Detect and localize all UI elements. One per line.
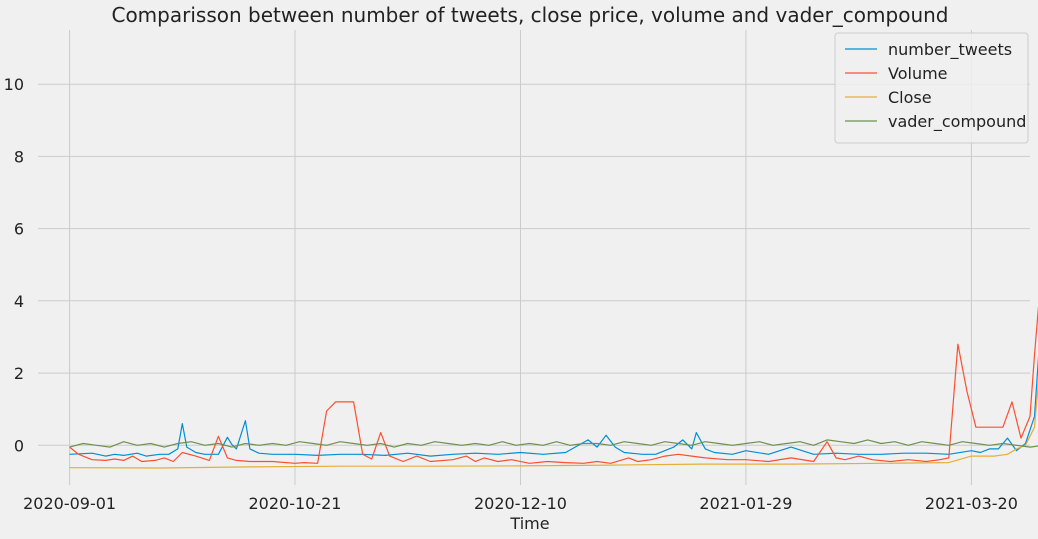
legend-label: Volume	[888, 64, 948, 83]
y-tick-label: 10	[4, 75, 24, 94]
series-line-number-tweets	[69, 355, 1038, 457]
x-tick-label: 2021-01-29	[699, 494, 792, 513]
x-tick-label: 2020-09-01	[23, 494, 116, 513]
y-tick-label: 8	[14, 147, 24, 166]
x-axis-label: Time	[509, 514, 549, 533]
x-tick-label: 2020-12-10	[474, 494, 567, 513]
legend-box	[834, 32, 1029, 144]
chart-title: Comparisson between number of tweets, cl…	[111, 3, 948, 27]
series-line-volume	[69, 305, 1038, 464]
x-axis: 2020-09-01 2020-10-21 2020-12-10 2021-01-29…	[23, 494, 1018, 513]
series-line-close	[69, 379, 1038, 469]
x-tick-label: 2021-03-20	[925, 494, 1018, 513]
legend-label: number_tweets	[888, 40, 1012, 60]
y-tick-label: 2	[14, 364, 24, 383]
legend: number_tweets Volume Close vader_compound	[834, 32, 1029, 144]
x-tick-label: 2020-10-21	[249, 494, 342, 513]
series-line-vader-compound	[69, 439, 1038, 448]
series-layer	[69, 305, 1038, 469]
y-tick-label: 0	[14, 436, 24, 455]
y-axis: 0 2 4 6 8 10	[4, 75, 24, 455]
y-tick-label: 4	[14, 292, 24, 311]
y-tick-label: 6	[14, 220, 24, 239]
legend-label: Close	[888, 88, 932, 107]
legend-label: vader_compound	[888, 112, 1026, 132]
